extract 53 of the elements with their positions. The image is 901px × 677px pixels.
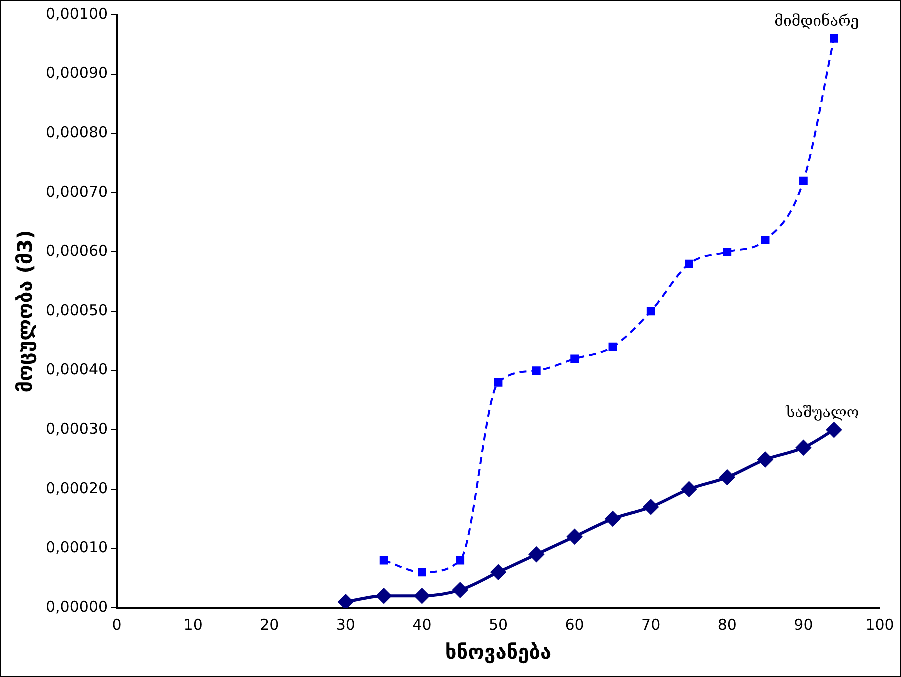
point xyxy=(800,176,808,186)
point xyxy=(414,588,430,604)
point xyxy=(682,482,697,497)
point xyxy=(720,470,735,486)
point xyxy=(452,582,468,598)
y-tick-label: 0,00030 xyxy=(46,420,108,438)
x-tick-label: 20 xyxy=(260,616,280,634)
x-tick-label: 80 xyxy=(718,616,737,634)
y-tick-label: 0,00020 xyxy=(46,479,108,498)
point xyxy=(338,594,354,608)
point xyxy=(532,366,541,375)
y-axis-title: მოცულობა (მ3) xyxy=(13,230,38,393)
point xyxy=(491,564,506,580)
point xyxy=(608,342,618,352)
series-label: მიმდინარე xyxy=(774,12,860,30)
x-tick-label: 40 xyxy=(412,616,432,634)
x-tick-label: 30 xyxy=(336,616,356,634)
y-tick-label: 0,00080 xyxy=(46,123,108,142)
x-tick-label: 90 xyxy=(794,616,814,634)
y-tick-label: 0,00060 xyxy=(46,242,108,260)
x-tick-label: 70 xyxy=(642,616,661,634)
x-tick-label: 60 xyxy=(565,616,584,634)
point xyxy=(830,34,838,43)
point xyxy=(570,354,579,364)
y-tick-label: 0,00010 xyxy=(46,538,108,557)
x-axis-title: ხნოვანება xyxy=(445,640,552,664)
x-tick-label: 10 xyxy=(184,616,203,634)
point xyxy=(376,588,392,604)
point xyxy=(723,248,732,256)
point xyxy=(644,500,659,515)
point xyxy=(646,307,656,316)
y-tick-label: 0,00040 xyxy=(46,360,108,379)
point xyxy=(380,556,388,565)
x-tick-label: 50 xyxy=(488,616,508,634)
point xyxy=(494,378,503,387)
point xyxy=(685,260,694,268)
point xyxy=(605,512,620,527)
y-tick-label: 0,00050 xyxy=(46,301,108,320)
point xyxy=(418,568,426,577)
x-tick-label: 100 xyxy=(866,616,894,634)
series-label: საშუალო xyxy=(785,403,860,422)
y-tick-label: 0,00070 xyxy=(46,182,108,201)
point xyxy=(761,236,770,245)
point xyxy=(567,529,582,544)
y-tick-label: 0,00000 xyxy=(46,598,108,616)
point xyxy=(758,452,774,468)
x-tick-label: 0 xyxy=(112,616,122,634)
y-tick-label: 0,00090 xyxy=(46,64,108,82)
point xyxy=(796,440,812,456)
point xyxy=(826,422,842,438)
point xyxy=(529,547,544,562)
point xyxy=(456,556,465,565)
y-tick-label: 0,00100 xyxy=(46,4,108,23)
